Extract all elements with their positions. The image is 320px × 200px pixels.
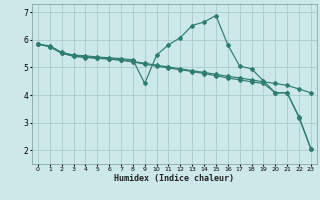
X-axis label: Humidex (Indice chaleur): Humidex (Indice chaleur) [115, 174, 234, 183]
